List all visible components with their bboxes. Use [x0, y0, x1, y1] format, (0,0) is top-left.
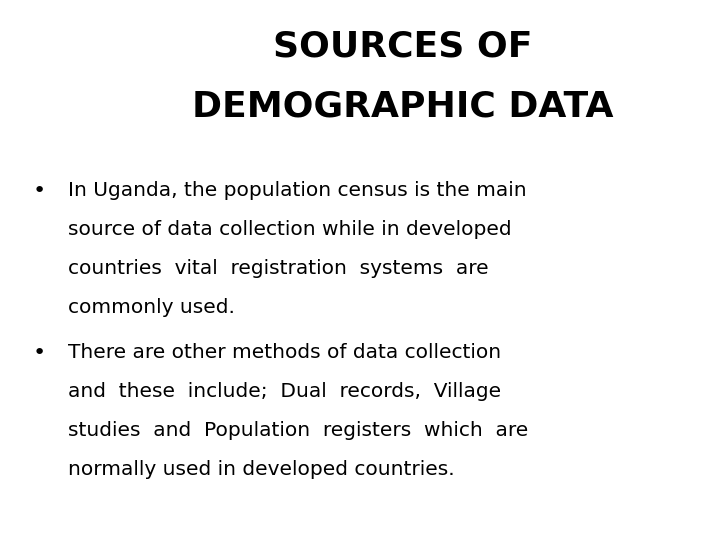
Text: •: • — [32, 343, 45, 363]
Text: source of data collection while in developed: source of data collection while in devel… — [68, 220, 512, 239]
Text: SOURCES OF: SOURCES OF — [274, 30, 533, 64]
Text: normally used in developed countries.: normally used in developed countries. — [68, 460, 455, 478]
Text: commonly used.: commonly used. — [68, 298, 235, 316]
Text: countries  vital  registration  systems  are: countries vital registration systems are — [68, 259, 489, 278]
Text: and  these  include;  Dual  records,  Village: and these include; Dual records, Village — [68, 382, 502, 401]
Text: DEMOGRAPHIC DATA: DEMOGRAPHIC DATA — [192, 89, 614, 123]
Text: studies  and  Population  registers  which  are: studies and Population registers which a… — [68, 421, 528, 440]
Text: •: • — [32, 181, 45, 201]
Text: In Uganda, the population census is the main: In Uganda, the population census is the … — [68, 181, 527, 200]
Text: There are other methods of data collection: There are other methods of data collecti… — [68, 343, 502, 362]
